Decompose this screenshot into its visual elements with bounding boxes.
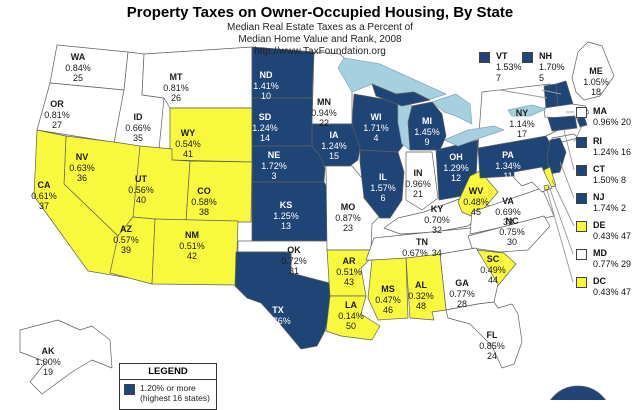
state-az <box>109 216 156 285</box>
callout-md: MD 0.77% 29 <box>576 248 631 270</box>
state-label-oh: OH 1.29% 12 <box>443 152 469 183</box>
callout-ct: CT 1.50% 8 <box>576 164 626 186</box>
state-al <box>405 253 447 321</box>
state-label-wi: WI 1.71% 4 <box>363 112 389 143</box>
state-label-mt: MT 0.81% 26 <box>163 72 189 103</box>
callout-vt: VT 1.53% 7 <box>479 51 522 84</box>
state-wv <box>457 169 499 219</box>
state-fl <box>445 301 523 369</box>
state-co <box>185 160 253 223</box>
state-label-ms: MS 0.47% 46 <box>375 284 401 315</box>
state-dc-dot <box>543 184 550 191</box>
legend-item-sublabel: (highest 16 states) <box>140 393 210 403</box>
map-header: Property Taxes on Owner-Occupied Housing… <box>0 0 640 58</box>
state-label-ca: CA 0.61% 37 <box>31 180 57 211</box>
state-label-ky: KY 0.70% 32 <box>424 204 450 235</box>
inset-circle-partial <box>550 385 606 400</box>
legend-item-label: 1.20% or more <box>140 383 196 393</box>
state-label-il: IL 1.57% 6 <box>370 172 396 203</box>
state-label-ak: AK 1.00% 19 <box>35 346 61 377</box>
state-label-va: VA 0.69% 33 <box>495 196 521 227</box>
callout-de: DE 0.43% 47 <box>576 220 631 242</box>
state-md <box>513 166 553 193</box>
state-vt <box>543 83 559 109</box>
state-label-wv: WV 0.48% 45 <box>463 186 489 217</box>
state-label-tx: TX 1.76% 1 <box>265 305 291 336</box>
state-mi <box>407 101 447 151</box>
state-label-al: AL 0.32% 48 <box>408 280 434 311</box>
state-me <box>571 41 615 101</box>
legend-title: LEGEND <box>120 364 216 380</box>
ma-color-swatch <box>576 107 587 118</box>
callout-nh: NH 1.70% 5 <box>522 51 565 84</box>
state-mi-upper <box>371 83 431 107</box>
state-label-nv: NV 0.63% 36 <box>69 152 95 183</box>
de-color-swatch <box>576 221 587 232</box>
state-label-ut: UT 0.56% 40 <box>128 174 154 205</box>
ct-color-swatch <box>576 165 587 176</box>
state-la <box>325 295 381 341</box>
state-label-fl: FL 0.85% 24 <box>479 330 505 361</box>
vt-color-swatch <box>479 52 490 63</box>
state-label-or: OR 0.81% 27 <box>44 99 70 130</box>
subtitle-line1: Median Real Estate Taxes as a Percent of <box>226 22 414 33</box>
state-nc <box>467 215 551 253</box>
lake-huron <box>431 93 473 125</box>
subtitle-line2: Median Home Value and Rank, 2008 <box>238 34 402 45</box>
state-label-wa: WA 0.84% 25 <box>65 52 91 83</box>
state-label-tn: TN 0.67% 34 <box>402 237 442 258</box>
state-tx <box>234 251 332 350</box>
state-label-mi: MI 1.45% 9 <box>414 116 440 147</box>
legend-item-high: 1.20% or more (highest 16 states) <box>120 380 216 409</box>
state-label-ok: OK 0.72% 31 <box>281 245 307 276</box>
ri-color-swatch <box>576 137 587 148</box>
legend-box: LEGEND 1.20% or more (highest 16 states) <box>119 363 217 410</box>
state-label-la: LA 0.14% 50 <box>338 300 364 331</box>
state-in <box>405 151 439 211</box>
page-title: Property Taxes on Owner-Occupied Housing… <box>126 4 514 21</box>
state-label-ga: GA 0.77% 28 <box>449 278 475 309</box>
dc-color-swatch <box>576 277 587 288</box>
nj-color-swatch <box>576 193 587 204</box>
callout-ri: RI 1.24% 16 <box>576 136 631 158</box>
state-label-ne: NE 1.72% 3 <box>261 150 287 181</box>
state-ak <box>19 319 113 395</box>
callout-nj: NJ 1.74% 2 <box>576 192 626 214</box>
callout-leader-lines <box>499 89 583 283</box>
us-choropleth-map <box>19 41 615 400</box>
state-label-me: ME 1.05% 18 <box>583 66 609 97</box>
state-label-sc: SC 0.49% 44 <box>480 254 506 285</box>
nh-color-swatch <box>522 52 533 63</box>
state-label-pa: PA 1.34% 11 <box>495 150 521 181</box>
state-label-id: ID 0.66% 35 <box>125 112 151 143</box>
state-label-co: CO 0.58% 38 <box>191 186 217 217</box>
state-label-mn: MN 0.94% 22 <box>311 97 337 128</box>
lake-erie <box>443 125 505 147</box>
state-label-nm: NM 0.51% 42 <box>179 230 205 261</box>
state-label-mo: MO 0.87% 23 <box>335 202 361 233</box>
state-label-ks: KS 1.25% 13 <box>273 200 299 231</box>
state-label-nc: NC 0.75% 30 <box>499 216 525 247</box>
lake-ontario <box>507 104 547 117</box>
callout-dc: DC 0.43% 47 <box>576 276 631 298</box>
state-label-sd: SD 1.24% 14 <box>252 112 278 143</box>
state-label-wy: WY 0.54% 41 <box>175 128 201 159</box>
callout-ma: MA 0.96% 20 <box>576 106 631 128</box>
state-ms <box>367 257 409 321</box>
legend-swatch-high <box>124 384 135 395</box>
state-label-ar: AR 0.51% 43 <box>336 256 362 287</box>
state-label-in: IN 0.96% 21 <box>405 168 431 199</box>
source-url: http://www.TaxFoundation.org <box>254 46 386 57</box>
state-label-ia: IA 1.24% 15 <box>321 130 347 161</box>
state-label-az: AZ 0.57% 39 <box>113 224 139 255</box>
state-il <box>359 149 405 219</box>
state-label-nd: ND 1.41% 10 <box>253 70 279 101</box>
md-color-swatch <box>576 249 587 260</box>
state-label-ny: NY 1.14% 17 <box>509 108 535 139</box>
state-ct <box>547 115 578 132</box>
